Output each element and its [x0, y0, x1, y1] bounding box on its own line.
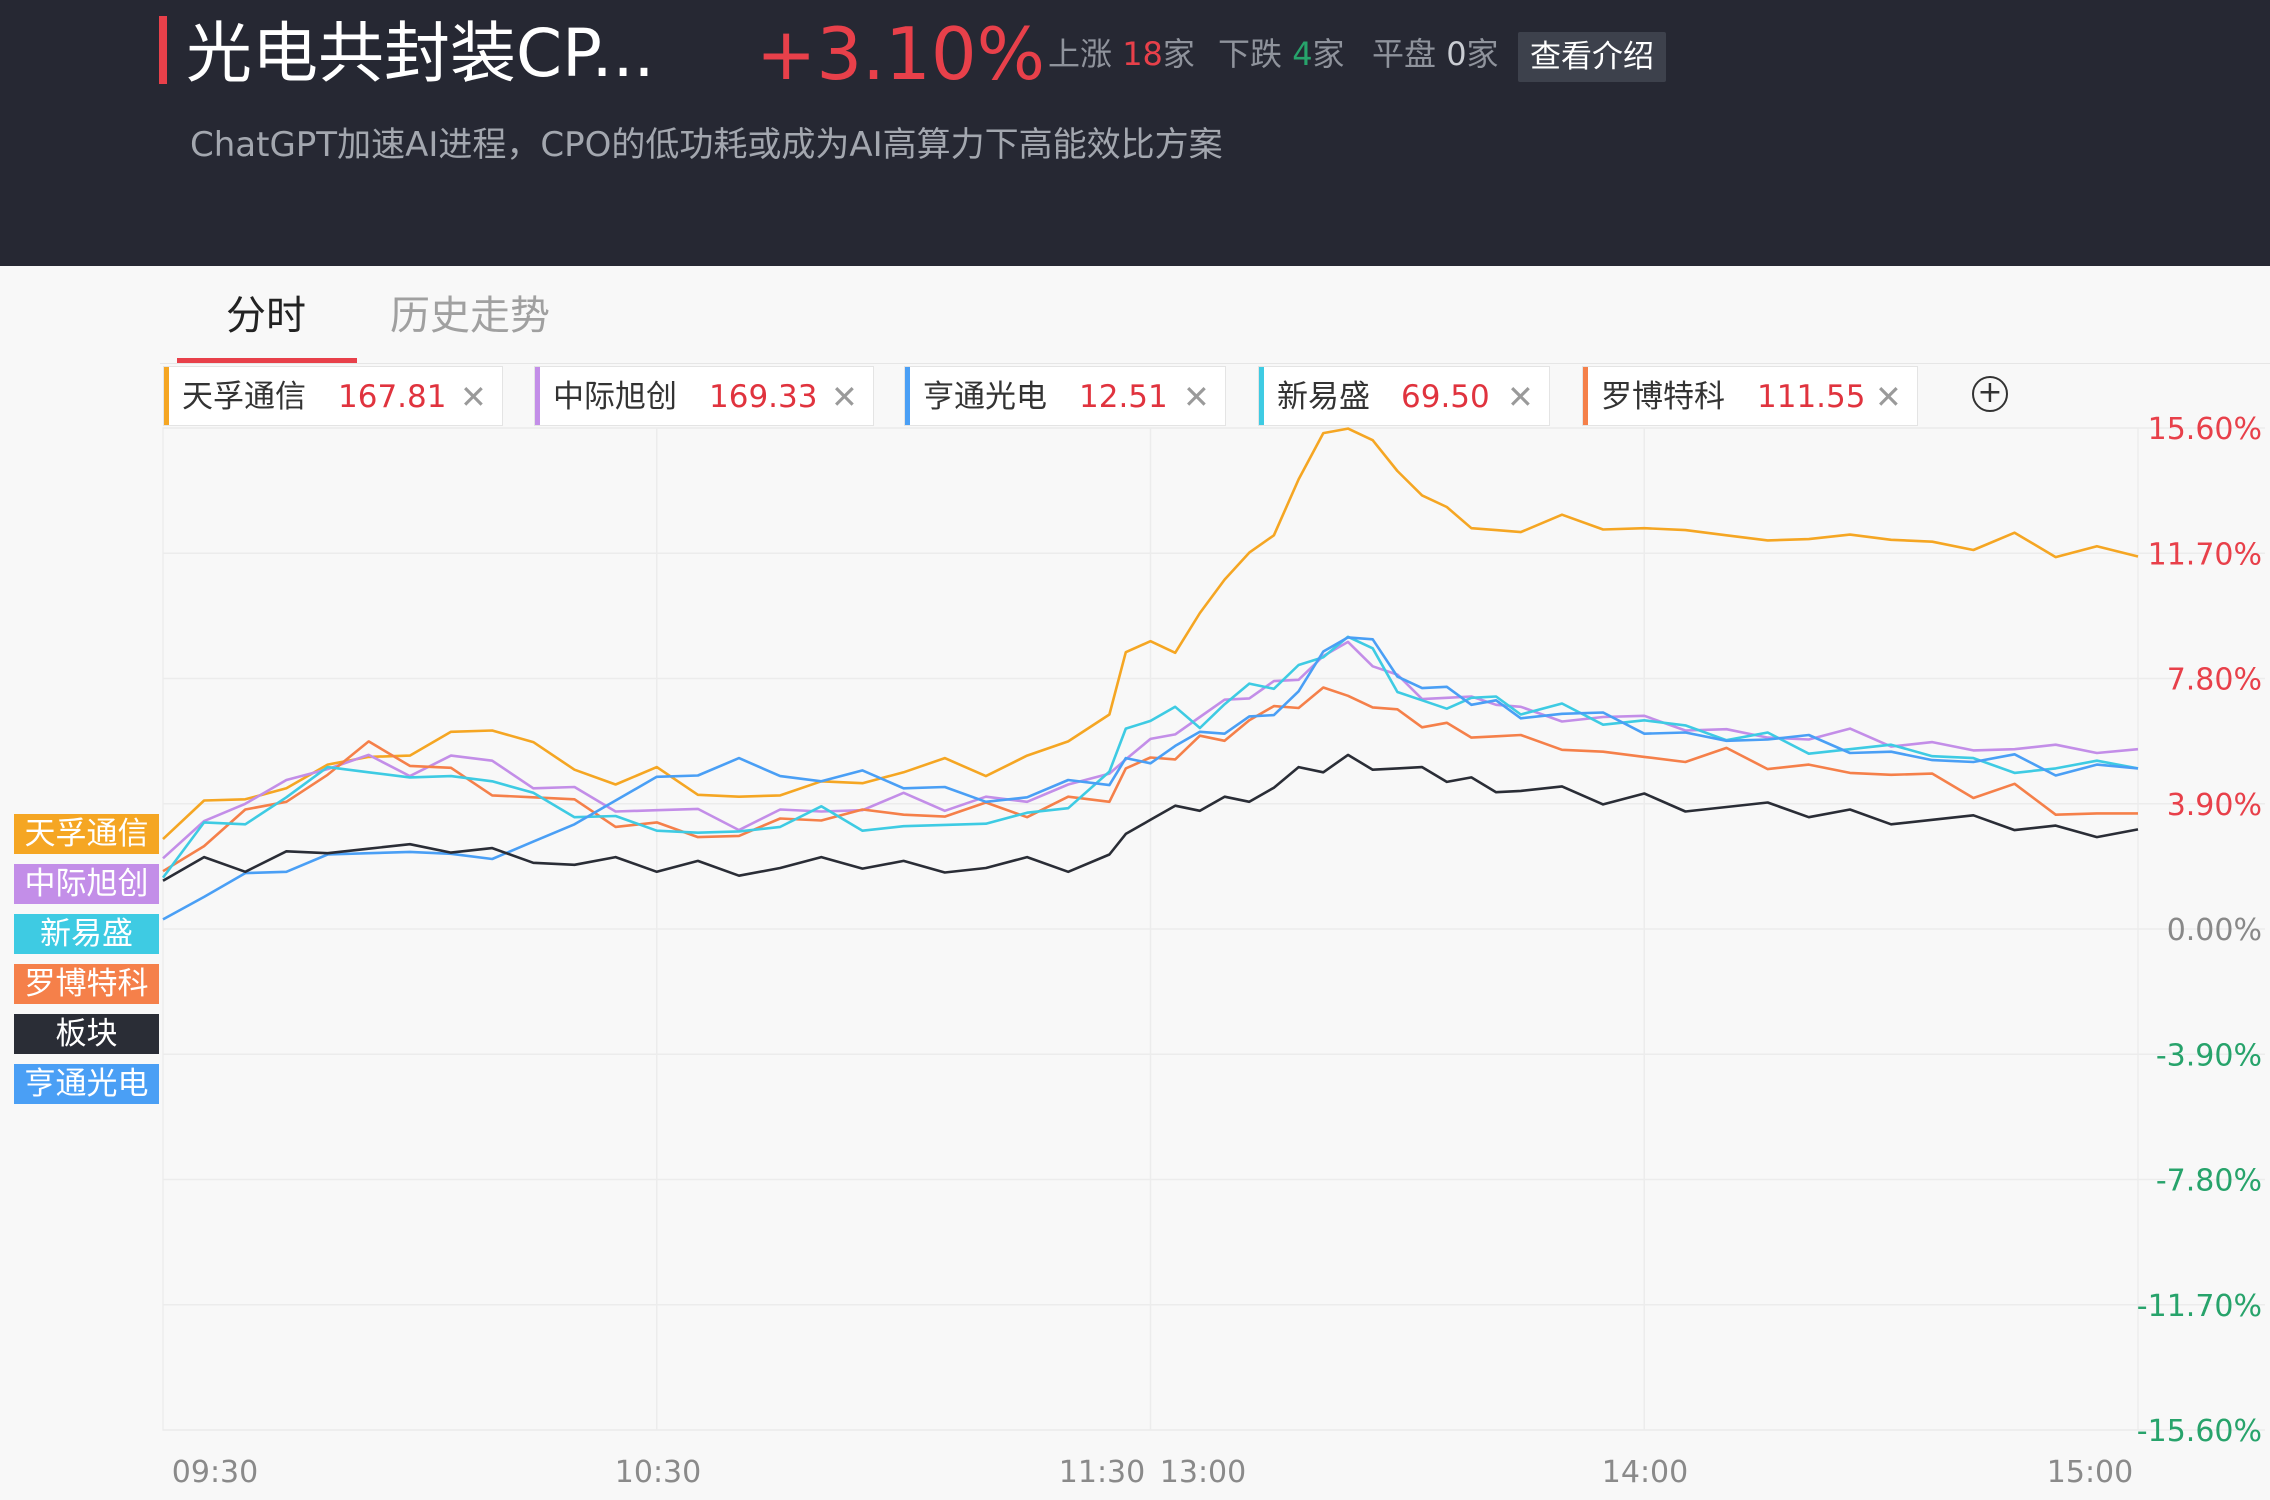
chart-series — [161, 427, 2139, 921]
stock-chip[interactable]: 罗博特科 111.55 ✕ — [1582, 366, 1918, 426]
series-line — [161, 635, 2139, 879]
chip-stock-name: 罗博特科 — [1601, 379, 1725, 415]
stock-chip[interactable]: 中际旭创 169.33 ✕ — [534, 366, 874, 426]
stock-chip[interactable]: 亨通光电 12.51 ✕ — [904, 366, 1226, 426]
legend-item: 天孚通信 — [14, 814, 159, 854]
down-label: 下跌 — [1218, 35, 1283, 73]
legend-item: 罗博特科 — [14, 964, 159, 1004]
close-icon[interactable]: ✕ — [460, 378, 487, 416]
x-tick-label: 11:30 — [1059, 1455, 1145, 1490]
flat-label: 平盘 — [1372, 35, 1437, 73]
down-count-stat: 下跌 4家 — [1218, 30, 1345, 78]
y-tick-label: -15.60% — [2137, 1414, 2262, 1449]
chip-stock-price: 69.50 — [1401, 379, 1490, 415]
close-icon[interactable]: ✕ — [831, 378, 858, 416]
close-icon[interactable]: ✕ — [1507, 378, 1534, 416]
chip-stock-price: 169.33 — [709, 379, 818, 415]
y-tick-label: -11.70% — [2137, 1289, 2262, 1324]
y-tick-label: 0.00% — [2167, 913, 2262, 948]
flat-count: 0 — [1446, 35, 1467, 73]
series-line — [162, 636, 2139, 921]
title-accent-bar — [159, 16, 167, 84]
y-tick-label: -7.80% — [2156, 1164, 2262, 1199]
flat-count-stat: 平盘 0家 — [1372, 30, 1499, 78]
x-tick-label: 15:00 — [2047, 1455, 2133, 1490]
chip-stock-name: 新易盛 — [1277, 379, 1370, 415]
active-tab-indicator — [177, 358, 357, 363]
sector-title: 光电共封装CP... — [186, 15, 655, 92]
add-stock-icon[interactable]: + — [1972, 376, 2008, 412]
up-label: 上涨 — [1048, 35, 1113, 73]
chip-color-bar — [535, 367, 540, 425]
flat-unit: 家 — [1466, 35, 1499, 73]
up-unit: 家 — [1162, 35, 1195, 73]
tab-intraday[interactable]: 分时 — [226, 293, 306, 339]
chip-stock-price: 111.55 — [1757, 379, 1866, 415]
y-tick-label: 11.70% — [2148, 537, 2262, 572]
y-axis-labels: 15.60% 11.70% 7.80% 3.90% 0.00% -3.90% -7.80% -… — [2137, 412, 2262, 1449]
chip-stock-name: 中际旭创 — [553, 379, 677, 415]
close-icon[interactable]: ✕ — [1183, 378, 1210, 416]
tab-divider — [160, 363, 2270, 364]
down-count: 4 — [1292, 35, 1313, 73]
x-axis-labels: 09:30 10:30 11:30 13:00 14:00 15:00 — [172, 1455, 2133, 1490]
tab-history[interactable]: 历史走势 — [390, 293, 550, 339]
header-bar: 光电共封装CP... +3.10% 上涨 18家 下跌 4家 平盘 0家 查看介… — [0, 0, 2270, 266]
y-tick-label: 3.90% — [2167, 788, 2262, 823]
stock-chip[interactable]: 天孚通信 167.81 ✕ — [163, 366, 503, 426]
y-tick-label: 7.80% — [2167, 663, 2262, 698]
chip-stock-name: 天孚通信 — [182, 379, 306, 415]
y-tick-label: 15.60% — [2148, 412, 2262, 447]
up-count: 18 — [1122, 35, 1163, 73]
view-intro-button[interactable]: 查看介绍 — [1518, 32, 1666, 82]
sector-subtitle: ChatGPT加速AI进程，CPO的低功耗或成为AI高算力下高能效比方案 — [190, 125, 1223, 165]
legend-item: 中际旭创 — [14, 864, 159, 904]
y-tick-label: -3.90% — [2156, 1038, 2262, 1073]
chip-color-bar — [164, 367, 169, 425]
down-unit: 家 — [1312, 35, 1345, 73]
legend-item: 亨通光电 — [14, 1064, 159, 1104]
legend-item: 新易盛 — [14, 914, 159, 954]
chip-stock-name: 亨通光电 — [923, 379, 1047, 415]
chip-color-bar — [1583, 367, 1588, 425]
x-tick-label: 10:30 — [615, 1455, 701, 1490]
chip-color-bar — [905, 367, 910, 425]
close-icon[interactable]: ✕ — [1875, 378, 1902, 416]
chip-color-bar — [1259, 367, 1264, 425]
chip-stock-price: 167.81 — [338, 379, 447, 415]
x-tick-label: 14:00 — [1602, 1455, 1688, 1490]
up-count-stat: 上涨 18家 — [1048, 30, 1195, 78]
series-line — [162, 427, 2139, 841]
chip-stock-price: 12.51 — [1079, 379, 1168, 415]
legend-item: 板块 — [14, 1014, 159, 1054]
sector-change: +3.10% — [756, 12, 1046, 96]
series-line — [162, 753, 2139, 882]
stock-chip[interactable]: 新易盛 69.50 ✕ — [1258, 366, 1550, 426]
tab-bar: 分时 历史走势 — [0, 266, 2270, 364]
x-tick-label: 13:00 — [1160, 1455, 1246, 1490]
chart-grid — [162, 427, 2265, 1431]
x-tick-label: 09:30 — [172, 1455, 258, 1490]
series-line — [162, 640, 2139, 860]
